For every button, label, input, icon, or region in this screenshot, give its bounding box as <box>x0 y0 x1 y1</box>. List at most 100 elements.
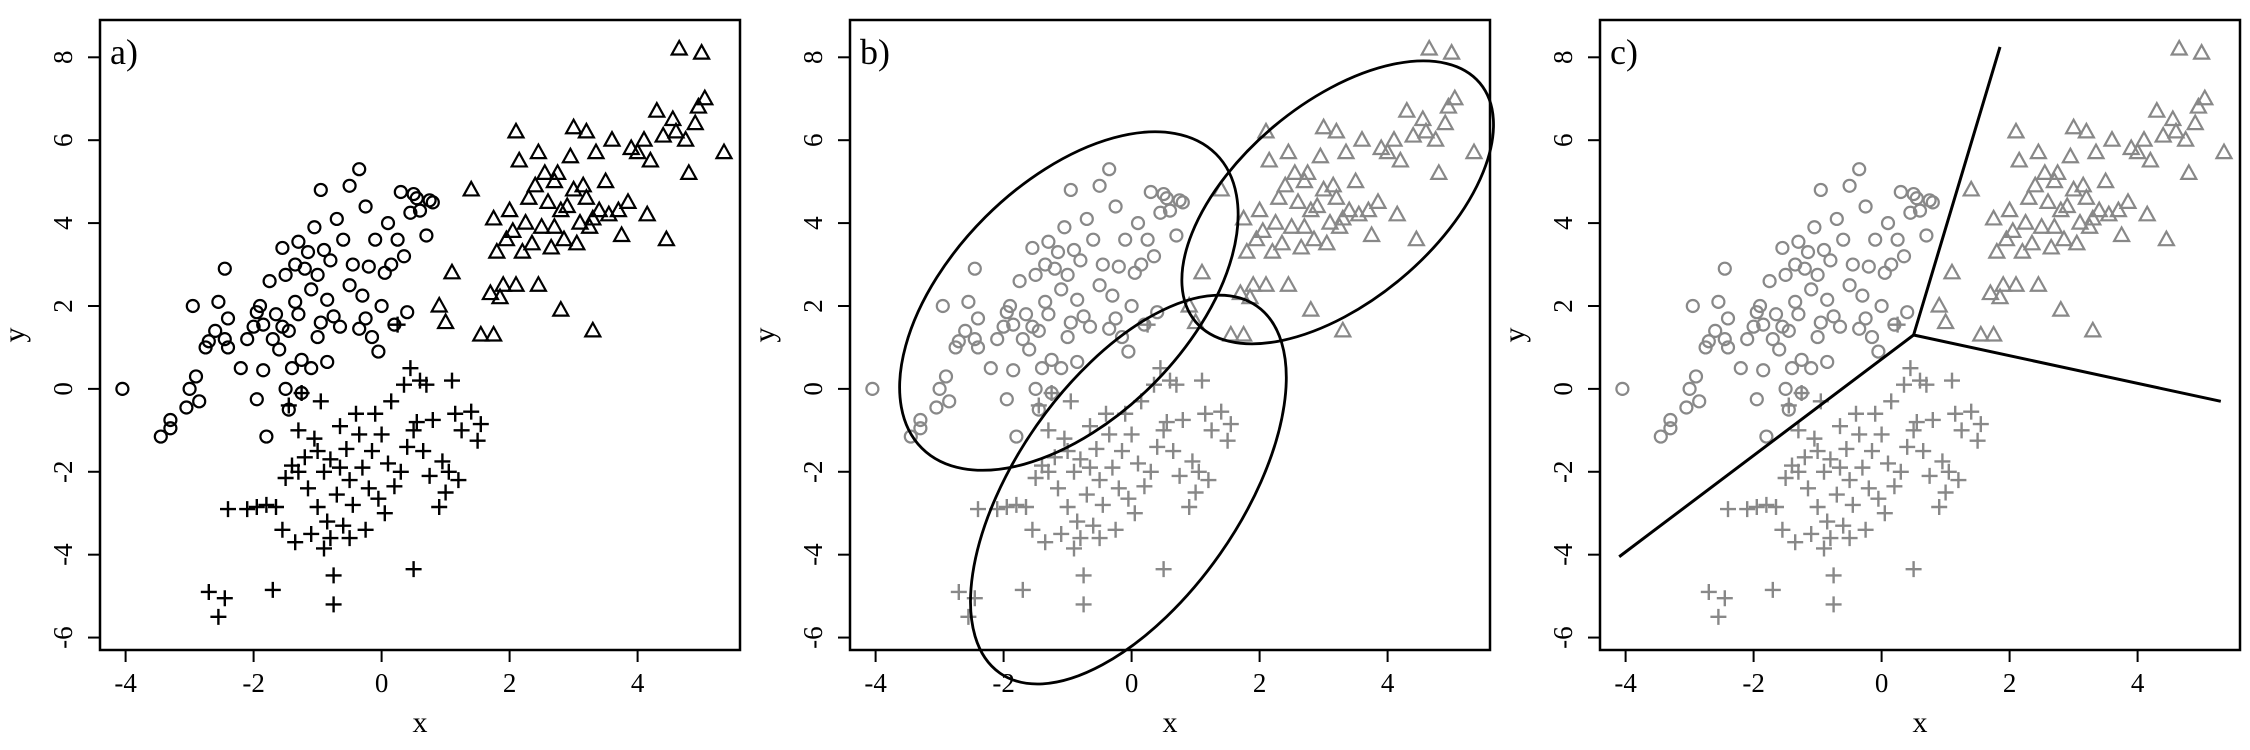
plus-point <box>1098 405 1114 422</box>
plus-point <box>1716 590 1733 607</box>
circle-point <box>425 195 440 210</box>
y-tick-label: -6 <box>1548 626 1578 649</box>
circle-point <box>249 392 264 407</box>
circle-point <box>246 319 261 334</box>
triangle-point <box>2070 212 2090 230</box>
circle-point <box>336 232 351 247</box>
circle-point <box>364 329 380 345</box>
triangle-point <box>1301 200 1321 218</box>
triangle-point <box>580 216 599 234</box>
circle-point <box>329 211 344 227</box>
plus-point <box>469 432 486 449</box>
triangle-point <box>1192 262 1212 280</box>
circle-point <box>201 334 216 349</box>
plus-point <box>1806 430 1823 447</box>
plus-point <box>380 455 396 472</box>
triangle-point <box>1234 324 1253 342</box>
plus-point <box>1883 393 1900 410</box>
plus-point <box>332 459 348 476</box>
triangle-point <box>1285 163 1305 180</box>
plus-point <box>386 478 403 495</box>
x-tick-label: -2 <box>242 668 265 698</box>
circle-point <box>1711 294 1726 309</box>
y-tick-label: 6 <box>1548 133 1578 147</box>
triangle-point <box>602 129 622 147</box>
triangle-point <box>442 262 462 280</box>
circle-point <box>300 245 316 260</box>
plus-point <box>1037 534 1054 551</box>
x-tick-label: -2 <box>992 668 1015 698</box>
triangle-point <box>2176 129 2195 147</box>
circle-point <box>1018 307 1034 322</box>
triangle-point <box>545 216 564 234</box>
circle-point <box>1038 294 1053 309</box>
triangle-point <box>2118 192 2138 209</box>
plus-point <box>1053 525 1070 542</box>
plus-point <box>1828 486 1845 503</box>
circle-point <box>1778 381 1793 396</box>
circle-point <box>1025 240 1040 256</box>
triangle-point <box>1282 216 1301 234</box>
triangle-point <box>2179 163 2199 180</box>
plus-point <box>440 463 457 480</box>
circle-point <box>1121 344 1136 359</box>
plus-point <box>1104 459 1121 476</box>
circle-point <box>961 294 976 309</box>
plus-point <box>1908 414 1925 431</box>
plus-point <box>348 405 364 422</box>
triangle-point <box>2025 175 2045 193</box>
plus-point <box>1085 517 1102 534</box>
triangle-point <box>1279 274 1298 292</box>
plus-point <box>354 459 371 476</box>
triangle-point <box>634 129 654 147</box>
plus-point <box>309 499 326 516</box>
triangle-point <box>1426 129 1445 147</box>
triangle-point <box>2109 200 2128 218</box>
triangle-point <box>1336 142 1356 160</box>
triangle-point <box>2189 96 2208 114</box>
circle-point <box>256 363 271 378</box>
triangle-point <box>1186 312 1205 330</box>
triangle-point <box>589 200 609 218</box>
triangle-point <box>513 241 532 259</box>
circle-point <box>313 182 328 198</box>
plus-point <box>1142 463 1159 480</box>
y-tick-label: 6 <box>48 133 78 147</box>
plus-point <box>1018 499 1034 516</box>
x-tick-label: -4 <box>114 668 137 698</box>
plus-point <box>1848 405 1864 422</box>
triangle-point <box>481 283 500 301</box>
plus-point <box>1870 490 1887 507</box>
triangle-point <box>663 109 683 127</box>
triangle-point <box>1269 187 1289 205</box>
plus-point <box>364 443 380 460</box>
circle-point <box>1804 282 1819 297</box>
triangle-point <box>2073 175 2093 193</box>
plus-point <box>1873 426 1890 443</box>
circle-point <box>1800 245 1816 260</box>
triangle-point <box>2163 109 2183 127</box>
circle-point <box>1034 361 1050 376</box>
circle-point <box>942 394 957 409</box>
circle-point <box>1772 342 1787 357</box>
x-axis-title: x <box>1913 706 1928 739</box>
plus-point <box>1130 455 1146 472</box>
plus-point <box>1905 422 1922 439</box>
plus-point <box>274 521 291 538</box>
circle-point <box>1060 267 1075 283</box>
plus-point <box>1809 443 1826 460</box>
triangle-point <box>551 200 571 218</box>
plus-point <box>1030 397 1047 414</box>
circle-point <box>1791 234 1806 249</box>
triangle-point <box>1320 212 1340 230</box>
plus-point <box>437 484 454 501</box>
plus-point <box>1864 443 1880 460</box>
plus-point <box>1075 567 1092 584</box>
plus-point <box>950 583 967 600</box>
circle-point <box>272 342 287 357</box>
plus-point <box>351 426 368 443</box>
x-tick-label: 4 <box>2131 668 2145 698</box>
circle-point <box>217 332 232 347</box>
plus-point <box>1114 443 1130 460</box>
